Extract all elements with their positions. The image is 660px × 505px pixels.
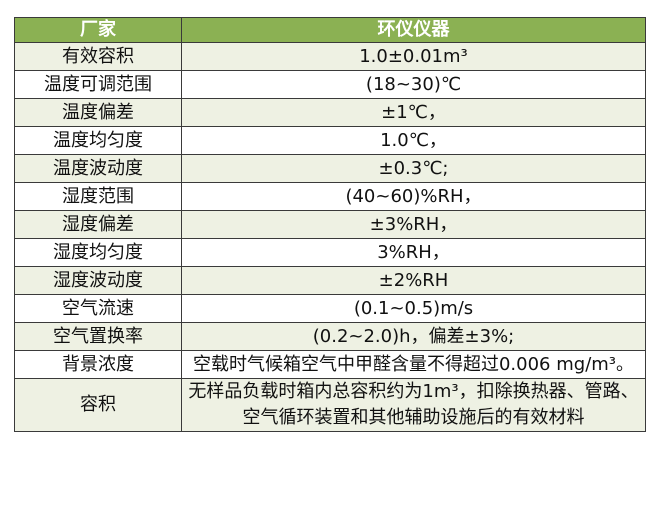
table-row: 温度均匀度 1.0℃， [14,126,646,155]
row-label: 温度波动度 [14,154,182,183]
spec-table: 厂家 环仪仪器 有效容积 1.0±0.01m³ 温度可调范围 (18~30)℃ 温度偏差… [14,17,646,432]
table-row: 湿度偏差 ±3%RH， [14,210,646,239]
row-value: (18~30)℃ [181,70,646,99]
row-value: ±2%RH [181,266,646,295]
row-label: 温度可调范围 [14,70,182,99]
row-label: 空气流速 [14,294,182,323]
row-label: 背景浓度 [14,350,182,379]
table-row: 湿度波动度 ±2%RH [14,266,646,295]
row-value: 空载时气候箱空气中甲醛含量不得超过0.006 mg/m³。 [181,350,646,379]
table-row: 温度波动度 ±0.3℃; [14,154,646,183]
row-value: 无样品负载时箱内总容积约为1m³，扣除换热器、管路、空气循环装置和其他辅助设施后… [181,378,646,432]
row-value: ±0.3℃; [181,154,646,183]
row-label: 容积 [14,378,182,432]
row-label: 有效容积 [14,42,182,71]
row-value: ±1℃， [181,98,646,127]
row-value: (0.2~2.0)h，偏差±3%; [181,322,646,351]
row-label: 湿度偏差 [14,210,182,239]
row-label: 湿度波动度 [14,266,182,295]
row-value: (0.1~0.5)m/s [181,294,646,323]
row-label: 温度偏差 [14,98,182,127]
table-row: 容积 无样品负载时箱内总容积约为1m³，扣除换热器、管路、空气循环装置和其他辅助设… [14,378,646,432]
header-manufacturer: 厂家 [14,17,182,43]
table-row: 温度可调范围 (18~30)℃ [14,70,646,99]
table-row: 湿度范围 (40~60)%RH， [14,182,646,211]
row-value: 1.0℃， [181,126,646,155]
table-row: 有效容积 1.0±0.01m³ [14,42,646,71]
table-row: 湿度均匀度 3%RH， [14,238,646,267]
row-label: 湿度均匀度 [14,238,182,267]
row-value: ±3%RH， [181,210,646,239]
row-label: 空气置换率 [14,322,182,351]
table-row: 温度偏差 ±1℃， [14,98,646,127]
header-row: 厂家 环仪仪器 [14,17,646,43]
row-value: (40~60)%RH， [181,182,646,211]
header-brand: 环仪仪器 [181,17,646,43]
row-label: 湿度范围 [14,182,182,211]
row-label: 温度均匀度 [14,126,182,155]
row-value: 3%RH， [181,238,646,267]
table-row: 背景浓度 空载时气候箱空气中甲醛含量不得超过0.006 mg/m³。 [14,350,646,379]
table-row: 空气流速 (0.1~0.5)m/s [14,294,646,323]
table-row: 空气置换率 (0.2~2.0)h，偏差±3%; [14,322,646,351]
row-value: 1.0±0.01m³ [181,42,646,71]
